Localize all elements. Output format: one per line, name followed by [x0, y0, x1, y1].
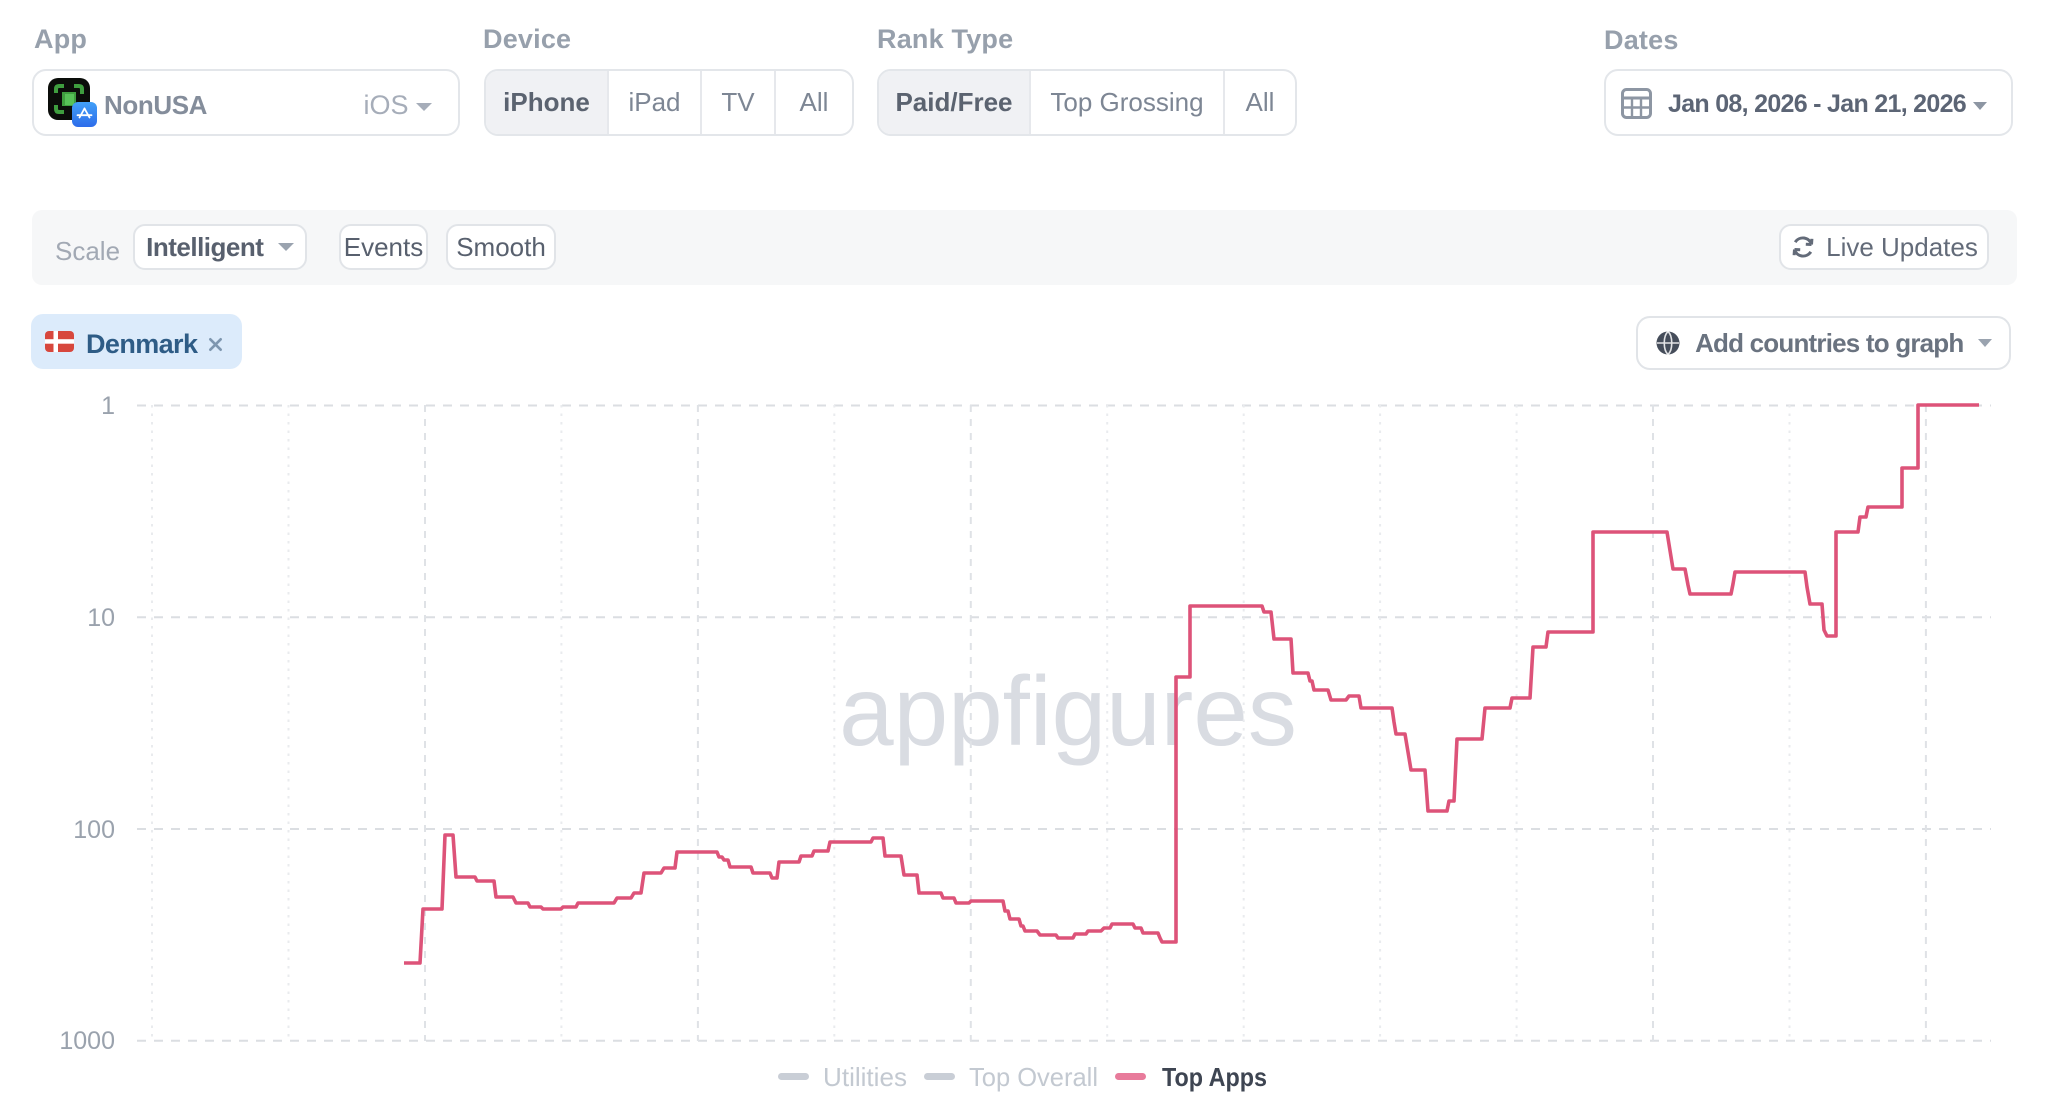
- svg-text:10: 10: [87, 604, 115, 632]
- svg-text:appfigures: appfigures: [839, 656, 1297, 766]
- svg-text:Top Apps: Top Apps: [1162, 1062, 1267, 1092]
- svg-text:Utilities: Utilities: [823, 1062, 907, 1092]
- svg-text:1: 1: [101, 392, 115, 420]
- svg-text:1000: 1000: [59, 1027, 115, 1055]
- svg-text:100: 100: [73, 816, 115, 844]
- svg-text:Top Overall: Top Overall: [969, 1062, 1098, 1092]
